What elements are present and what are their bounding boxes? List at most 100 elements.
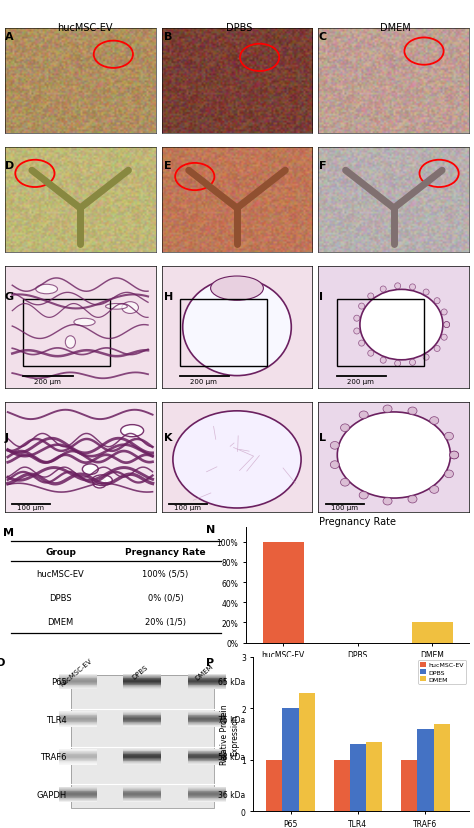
Ellipse shape	[430, 486, 439, 493]
Ellipse shape	[434, 298, 440, 305]
Text: 200 μm: 200 μm	[191, 378, 217, 385]
Text: DMEM: DMEM	[194, 662, 215, 681]
Ellipse shape	[330, 461, 339, 469]
Ellipse shape	[340, 425, 349, 432]
Text: hucMSC-EV: hucMSC-EV	[59, 657, 93, 686]
Text: K: K	[164, 432, 172, 442]
Text: 0% (0/5): 0% (0/5)	[148, 593, 183, 602]
Text: A: A	[5, 31, 13, 41]
Text: DPBS: DPBS	[49, 593, 72, 602]
Text: TRAF6: TRAF6	[40, 753, 66, 762]
Ellipse shape	[74, 319, 95, 326]
Ellipse shape	[337, 412, 450, 498]
Ellipse shape	[122, 302, 138, 314]
Ellipse shape	[445, 433, 454, 440]
Bar	[411, 623, 453, 643]
Text: GAPDH: GAPDH	[36, 790, 66, 799]
Ellipse shape	[92, 475, 112, 486]
Ellipse shape	[410, 360, 416, 366]
Text: N: N	[206, 525, 215, 535]
Text: P: P	[206, 657, 214, 667]
Ellipse shape	[423, 290, 429, 296]
Text: M: M	[2, 527, 13, 537]
Ellipse shape	[340, 479, 349, 487]
Text: TLR4: TLR4	[46, 715, 66, 724]
Ellipse shape	[430, 417, 439, 425]
Text: 100% (5/5): 100% (5/5)	[142, 569, 189, 578]
Bar	[417, 729, 434, 811]
Bar	[299, 693, 315, 811]
Bar	[23, 300, 110, 367]
Ellipse shape	[441, 310, 447, 315]
Text: 20% (1/5): 20% (1/5)	[145, 617, 186, 626]
Ellipse shape	[410, 285, 416, 291]
Bar	[180, 300, 267, 367]
Text: hucMSC-EV: hucMSC-EV	[36, 569, 84, 578]
Text: O: O	[0, 657, 5, 667]
Text: J: J	[5, 432, 9, 442]
Ellipse shape	[360, 290, 443, 360]
Ellipse shape	[434, 346, 440, 352]
Ellipse shape	[423, 354, 429, 361]
Ellipse shape	[383, 498, 392, 505]
Ellipse shape	[173, 412, 301, 508]
Ellipse shape	[93, 479, 106, 489]
Text: E: E	[164, 161, 171, 171]
Ellipse shape	[330, 442, 339, 450]
Bar	[71, 676, 214, 808]
Text: F: F	[319, 161, 326, 171]
Ellipse shape	[380, 358, 386, 363]
Text: I: I	[319, 291, 322, 301]
Ellipse shape	[380, 286, 386, 292]
Text: 100 μm: 100 μm	[174, 504, 201, 511]
Ellipse shape	[82, 465, 98, 475]
Ellipse shape	[354, 329, 360, 335]
Text: 58 kDa: 58 kDa	[219, 753, 246, 762]
Ellipse shape	[450, 451, 459, 460]
Text: Group: Group	[45, 546, 76, 556]
Text: DPBS: DPBS	[226, 23, 253, 33]
Text: 36 kDa: 36 kDa	[219, 790, 246, 799]
Text: 65 kDa: 65 kDa	[219, 677, 246, 686]
Ellipse shape	[106, 304, 128, 310]
Bar	[266, 760, 283, 811]
Ellipse shape	[444, 322, 450, 328]
Ellipse shape	[368, 294, 374, 300]
Text: C: C	[319, 31, 327, 41]
Ellipse shape	[450, 451, 459, 460]
Title: Pregnancy Rate: Pregnancy Rate	[319, 516, 396, 527]
Ellipse shape	[383, 406, 392, 413]
Ellipse shape	[444, 322, 450, 328]
Legend: hucMSC-EV, DPBS, DMEM: hucMSC-EV, DPBS, DMEM	[418, 660, 466, 684]
Bar	[334, 760, 350, 811]
Bar	[434, 724, 450, 811]
Bar	[401, 760, 417, 811]
Bar	[71, 676, 214, 808]
Text: Pregnancy Rate: Pregnancy Rate	[125, 546, 206, 556]
Ellipse shape	[121, 425, 144, 437]
Text: DMEM: DMEM	[47, 617, 73, 626]
Ellipse shape	[408, 407, 417, 416]
Text: 100 μm: 100 μm	[17, 504, 44, 511]
Ellipse shape	[65, 336, 75, 349]
Ellipse shape	[359, 492, 368, 499]
Ellipse shape	[408, 496, 417, 503]
Text: DMEM: DMEM	[381, 23, 411, 33]
Text: 100 μm: 100 μm	[330, 504, 357, 511]
Text: H: H	[164, 291, 173, 301]
Bar	[350, 744, 366, 811]
Bar	[263, 542, 304, 643]
Text: 75 kDa: 75 kDa	[219, 715, 246, 724]
Ellipse shape	[368, 351, 374, 357]
Bar	[366, 742, 382, 811]
Ellipse shape	[36, 285, 57, 295]
Ellipse shape	[441, 335, 447, 341]
Text: 200 μm: 200 μm	[347, 378, 374, 385]
Ellipse shape	[359, 304, 365, 310]
Ellipse shape	[395, 283, 401, 290]
Ellipse shape	[395, 361, 401, 367]
Bar	[283, 709, 299, 811]
Text: G: G	[5, 291, 14, 301]
Ellipse shape	[210, 277, 264, 301]
Text: hucMSC-EV: hucMSC-EV	[57, 23, 113, 33]
